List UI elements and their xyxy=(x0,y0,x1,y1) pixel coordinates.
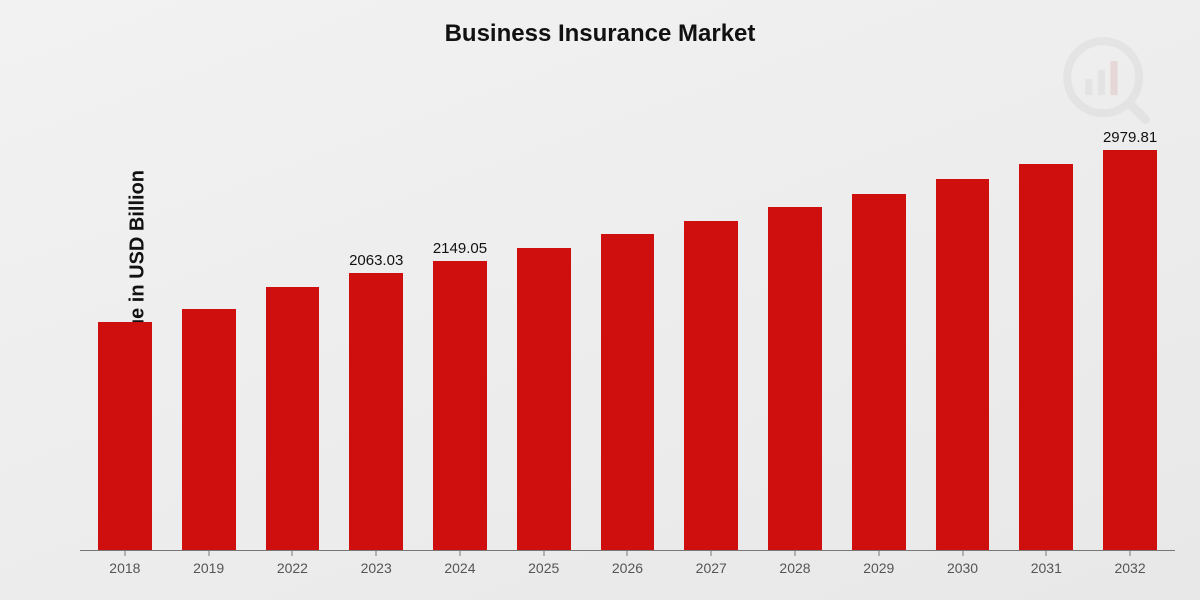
bar-slot xyxy=(266,120,320,550)
bar-slot xyxy=(936,120,990,550)
bar-slot xyxy=(852,120,906,550)
bar-slot xyxy=(182,120,236,550)
chart-title: Business Insurance Market xyxy=(0,20,1200,48)
x-tick: 2022 xyxy=(266,552,320,582)
bars-group: 2063.03 2149.05 2979.81 xyxy=(80,120,1175,550)
x-tick: 2032 xyxy=(1103,552,1157,582)
bar-slot xyxy=(684,120,738,550)
x-tick: 2030 xyxy=(936,552,990,582)
bar-slot xyxy=(98,120,152,550)
chart-container: Business Insurance Market Market Value i… xyxy=(0,0,1200,600)
x-tick: 2031 xyxy=(1019,552,1073,582)
bar-value-label: 2979.81 xyxy=(1092,129,1167,146)
bar-slot xyxy=(768,120,822,550)
x-tick: 2018 xyxy=(98,552,152,582)
plot-area: 2063.03 2149.05 2979.81 xyxy=(80,120,1175,551)
x-tick: 2019 xyxy=(182,552,236,582)
x-tick: 2028 xyxy=(768,552,822,582)
bar xyxy=(98,322,152,550)
bar xyxy=(1019,164,1073,550)
bar-slot: 2063.03 xyxy=(349,120,403,550)
bar xyxy=(433,261,487,550)
x-tick: 2024 xyxy=(433,552,487,582)
bar-slot xyxy=(517,120,571,550)
bar xyxy=(936,179,990,550)
bar-slot xyxy=(601,120,655,550)
x-tick: 2027 xyxy=(684,552,738,582)
x-axis: 2018 2019 2022 2023 2024 2025 2026 2027 2028 2029… xyxy=(80,552,1175,582)
bar-value-label: 2063.03 xyxy=(339,252,414,269)
x-tick: 2029 xyxy=(852,552,906,582)
x-tick: 2026 xyxy=(601,552,655,582)
bar xyxy=(684,221,738,550)
bar xyxy=(1103,150,1157,550)
bar xyxy=(182,309,236,550)
bar-value-label: 2149.05 xyxy=(422,240,497,257)
bar-slot: 2979.81 xyxy=(1103,120,1157,550)
bar xyxy=(349,273,403,550)
watermark-logo xyxy=(1060,34,1150,124)
bar-slot xyxy=(1019,120,1073,550)
bar xyxy=(852,194,906,550)
bar xyxy=(266,287,320,550)
bar xyxy=(517,248,571,550)
bar-slot: 2149.05 xyxy=(433,120,487,550)
x-tick: 2025 xyxy=(517,552,571,582)
x-tick: 2023 xyxy=(349,552,403,582)
bar xyxy=(768,207,822,550)
bar xyxy=(601,234,655,550)
